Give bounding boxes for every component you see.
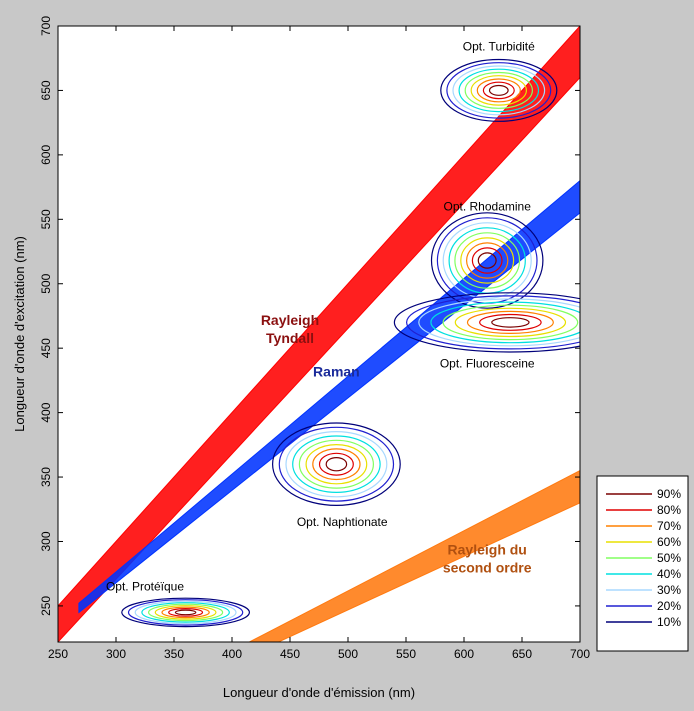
contour-2-10 bbox=[393, 292, 580, 353]
contour-1-50 bbox=[454, 232, 521, 289]
contour-3-90 bbox=[325, 457, 348, 472]
contour-1-90 bbox=[477, 252, 497, 269]
contour-0-40 bbox=[458, 68, 540, 113]
y-tick-label-8: 650 bbox=[39, 80, 53, 100]
y-tick-label-2: 350 bbox=[39, 467, 53, 487]
contour-1-80 bbox=[471, 247, 503, 274]
x-axis-label: Longueur d'onde d'émission (nm) bbox=[223, 685, 415, 700]
contour-1-10 bbox=[430, 212, 544, 309]
x-tick-label-7: 600 bbox=[454, 647, 474, 661]
band-2 bbox=[249, 470, 580, 642]
contour-4-60 bbox=[154, 605, 217, 620]
optimum-label-2: Opt. Fluoresceine bbox=[440, 357, 535, 371]
contours-layer bbox=[121, 58, 580, 628]
labels-layer: Rayleigh Tyndall Raman Rayleigh du second or… bbox=[106, 40, 535, 594]
legend-label-5: 40% bbox=[657, 567, 681, 581]
x-tick-label-3: 400 bbox=[222, 647, 242, 661]
contour-0-30 bbox=[452, 65, 546, 116]
contour-2-60 bbox=[454, 307, 567, 338]
legend-label-4: 50% bbox=[657, 551, 681, 565]
plot-border bbox=[57, 25, 581, 643]
y-tick-label-5: 500 bbox=[39, 273, 53, 293]
contour-2-70 bbox=[466, 310, 554, 334]
contour-0-10 bbox=[440, 58, 558, 122]
contour-3-20 bbox=[278, 426, 395, 502]
contour-4-90 bbox=[174, 609, 197, 616]
contour-4-70 bbox=[161, 606, 210, 619]
y-tick-label-4: 450 bbox=[39, 338, 53, 358]
contour-4-20 bbox=[127, 599, 244, 626]
contour-2-20 bbox=[406, 295, 580, 350]
contour-4-40 bbox=[141, 602, 230, 623]
contour-0-90 bbox=[488, 84, 509, 96]
band-label-0-0: Rayleigh bbox=[261, 312, 319, 328]
x-tick-label-9: 700 bbox=[570, 647, 590, 661]
contour-2-30 bbox=[418, 298, 580, 347]
contour-4-80 bbox=[168, 608, 204, 617]
band-label-2-1: second ordre bbox=[443, 559, 532, 575]
legend: 90% 80% 70% 60% 50% 40% 30% 20% 10% bbox=[596, 475, 689, 652]
x-tick-label-6: 550 bbox=[396, 647, 416, 661]
contour-3-60 bbox=[305, 444, 368, 485]
y-tick-label-1: 300 bbox=[39, 531, 53, 551]
x-tick-label-5: 500 bbox=[338, 647, 358, 661]
contour-4-30 bbox=[134, 600, 237, 625]
y-tick-label-0: 250 bbox=[39, 596, 53, 616]
band-0 bbox=[58, 26, 580, 642]
bands-layer bbox=[58, 26, 580, 642]
y-tick-label-9: 700 bbox=[39, 16, 53, 36]
contour-0-70 bbox=[476, 78, 521, 103]
contour-3-70 bbox=[312, 448, 361, 481]
contour-3-30 bbox=[285, 431, 388, 498]
x-axis: 250 300 350 400 450 500 550 600 650 700 bbox=[48, 26, 590, 661]
x-tick-label-8: 650 bbox=[512, 647, 532, 661]
contour-4-10 bbox=[121, 597, 251, 628]
y-tick-label-6: 550 bbox=[39, 209, 53, 229]
contour-2-80 bbox=[479, 313, 542, 331]
x-tick-label-4: 450 bbox=[280, 647, 300, 661]
legend-label-7: 20% bbox=[657, 599, 681, 613]
optimum-label-1: Opt. Rhodamine bbox=[444, 199, 532, 213]
contour-4-50 bbox=[148, 603, 224, 622]
contour-0-60 bbox=[470, 75, 527, 106]
contour-1-70 bbox=[466, 242, 509, 279]
contour-0-20 bbox=[446, 62, 552, 119]
contour-3-80 bbox=[318, 452, 354, 476]
legend-label-0: 90% bbox=[657, 487, 681, 501]
x-tick-label-1: 300 bbox=[106, 647, 126, 661]
band-1 bbox=[78, 179, 580, 614]
contour-3-50 bbox=[298, 439, 374, 489]
contour-1-30 bbox=[442, 222, 532, 299]
optimum-label-0: Opt. Turbidité bbox=[463, 40, 535, 54]
x-tick-label-0: 250 bbox=[48, 647, 68, 661]
legend-label-2: 70% bbox=[657, 519, 681, 533]
optimum-label-3: Opt. Naphtionate bbox=[297, 515, 388, 529]
contour-3-10 bbox=[272, 422, 401, 507]
legend-label-1: 80% bbox=[657, 503, 681, 517]
contour-0-80 bbox=[482, 81, 515, 100]
optimum-label-4: Opt. Protéïque bbox=[106, 580, 184, 594]
contour-2-50 bbox=[442, 304, 579, 341]
contour-1-60 bbox=[460, 237, 515, 284]
legend-label-8: 10% bbox=[657, 615, 681, 629]
contour-2-90 bbox=[491, 317, 530, 328]
contour-2-40 bbox=[430, 301, 580, 344]
x-tick-label-2: 350 bbox=[164, 647, 184, 661]
y-axis-label: Longueur d'onde d'excitation (nm) bbox=[12, 236, 27, 432]
legend-label-3: 60% bbox=[657, 535, 681, 549]
contour-3-40 bbox=[292, 435, 381, 494]
contour-0-50 bbox=[464, 71, 533, 109]
band-label-2-0: Rayleigh du bbox=[448, 541, 527, 557]
y-tick-label-7: 600 bbox=[39, 145, 53, 165]
band-label-1-0: Raman bbox=[313, 364, 360, 380]
band-label-0-1: Tyndall bbox=[266, 330, 314, 346]
legend-label-6: 30% bbox=[657, 583, 681, 597]
y-axis: 250 300 350 400 450 500 550 600 650 700 bbox=[39, 16, 580, 616]
y-tick-label-3: 400 bbox=[39, 402, 53, 422]
